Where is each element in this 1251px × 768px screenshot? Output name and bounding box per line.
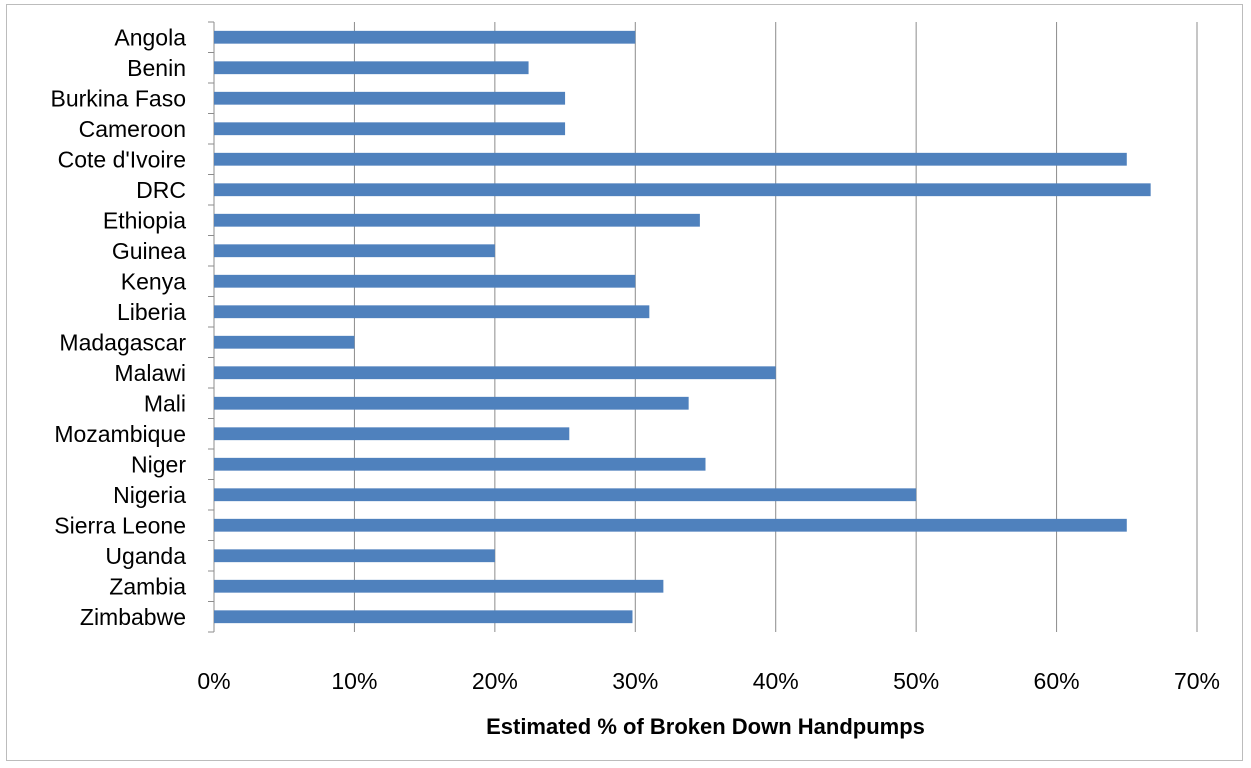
- bar: [214, 366, 776, 380]
- category-label: Nigeria: [113, 482, 186, 508]
- category-label: Ethiopia: [103, 207, 186, 233]
- category-label: Guinea: [112, 238, 186, 264]
- category-label: Uganda: [105, 543, 186, 569]
- bar: [214, 579, 664, 593]
- bar: [214, 244, 495, 258]
- category-label: Cote d'Ivoire: [58, 146, 186, 172]
- bar: [214, 610, 633, 624]
- bar: [214, 30, 636, 44]
- category-label: Benin: [127, 55, 186, 81]
- bar: [214, 427, 570, 441]
- x-tick-label: 0%: [197, 668, 230, 694]
- category-label: Sierra Leone: [54, 512, 186, 538]
- bar: [214, 549, 495, 563]
- x-tick-label: 60%: [1034, 668, 1080, 694]
- category-label: Kenya: [121, 268, 186, 294]
- x-tick-label: 40%: [753, 668, 799, 694]
- x-tick-label: 10%: [331, 668, 377, 694]
- bar: [214, 183, 1151, 197]
- category-label: Burkina Faso: [50, 85, 186, 111]
- category-label: Madagascar: [59, 329, 186, 355]
- category-label: Angola: [114, 24, 186, 50]
- bar: [214, 518, 1127, 532]
- bar: [214, 61, 529, 75]
- bar: [214, 122, 566, 136]
- bar: [214, 274, 636, 288]
- category-label: Zambia: [109, 573, 186, 599]
- bar: [214, 488, 917, 502]
- category-label: Mali: [144, 390, 186, 416]
- x-tick-label: 70%: [1174, 668, 1220, 694]
- category-label: Malawi: [114, 360, 186, 386]
- bar: [214, 213, 700, 227]
- category-label: Mozambique: [54, 421, 186, 447]
- bar: [214, 91, 566, 105]
- bar: [214, 335, 355, 349]
- x-tick-label: 30%: [612, 668, 658, 694]
- x-tick-label: 20%: [472, 668, 518, 694]
- bar: [214, 152, 1127, 166]
- category-label: Niger: [131, 451, 186, 477]
- category-label: Zimbabwe: [80, 604, 186, 630]
- category-label: Liberia: [117, 299, 186, 325]
- x-axis-title: Estimated % of Broken Down Handpumps: [486, 714, 925, 739]
- bar: [214, 305, 650, 319]
- category-label: Cameroon: [79, 116, 186, 142]
- category-label: DRC: [136, 177, 186, 203]
- bar: [214, 457, 706, 471]
- bar: [214, 396, 689, 410]
- x-tick-label: 50%: [893, 668, 939, 694]
- chart-frame: [6, 4, 1243, 761]
